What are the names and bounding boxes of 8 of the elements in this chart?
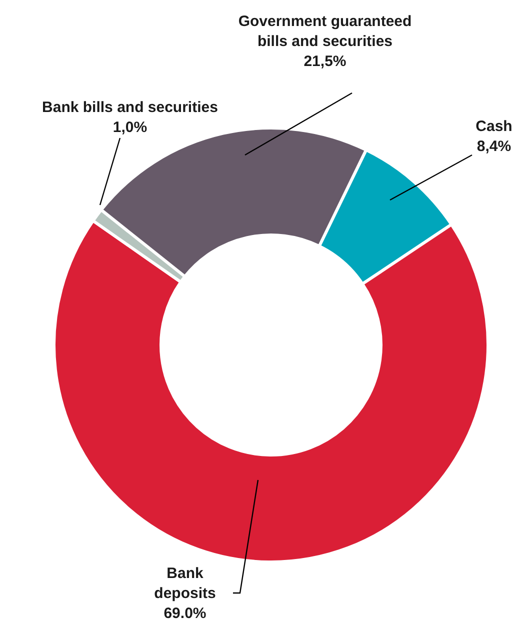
data-label: 69.0%	[164, 605, 206, 622]
data-label: 21,5%	[304, 53, 346, 70]
slice-label: Bank bills and securities	[42, 99, 218, 116]
data-label: 1,0%	[112, 119, 148, 136]
slice-label: Bank deposits	[154, 565, 216, 602]
slice-label: Government guaranteed bills and securities	[238, 13, 412, 50]
slice-label: Cash	[476, 118, 512, 135]
data-label: 8,4%	[476, 138, 512, 155]
